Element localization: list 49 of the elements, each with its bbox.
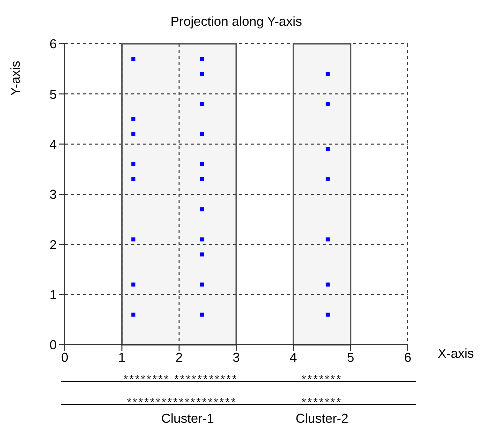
y-tick-label: 6	[50, 36, 57, 52]
text: Cluster-1	[160, 411, 216, 426]
point	[200, 252, 204, 257]
point	[326, 238, 330, 242]
x-axis-title: X-axis	[438, 346, 474, 361]
point	[200, 282, 204, 287]
point	[132, 177, 136, 182]
x-tick-label: 1	[118, 350, 126, 366]
text: *******	[302, 397, 342, 409]
point	[200, 132, 204, 136]
point	[132, 117, 136, 122]
x-tick-label: 3	[232, 350, 240, 366]
point	[132, 57, 136, 62]
point	[132, 132, 136, 136]
text: *******	[302, 374, 342, 386]
point	[200, 312, 204, 317]
point	[326, 72, 330, 76]
text: ******** ***********	[122, 374, 240, 386]
point	[200, 238, 204, 242]
x-tick-label: 6	[404, 350, 412, 366]
x-tick-label: 0	[61, 350, 69, 366]
point	[200, 208, 204, 212]
point	[200, 57, 204, 62]
point	[200, 102, 204, 106]
y-tick-label: 2	[50, 237, 57, 252]
point	[326, 147, 330, 152]
text: *******************	[126, 397, 238, 409]
x-tick-label: 4	[290, 350, 298, 366]
y-axis-title: Y-axis	[8, 60, 22, 96]
x-tick-label: 2	[176, 350, 183, 366]
point	[200, 177, 204, 182]
point	[132, 162, 136, 166]
y-tick-label: 3	[50, 187, 57, 202]
point	[326, 312, 330, 317]
y-tick-label: 5	[50, 86, 57, 102]
point	[326, 177, 330, 182]
point	[326, 282, 330, 287]
point	[132, 312, 136, 317]
point	[200, 72, 204, 76]
y-tick-label: 0	[50, 338, 57, 353]
x-tick-label: 5	[347, 350, 354, 366]
point	[326, 102, 330, 106]
point	[132, 238, 136, 242]
y-tick-label: 1	[50, 287, 57, 302]
point	[132, 282, 136, 287]
chart-title: Projection along Y-axis	[170, 14, 304, 29]
text: Cluster-2	[294, 411, 350, 426]
point	[200, 162, 204, 166]
y-tick-label: 4	[50, 136, 57, 152]
